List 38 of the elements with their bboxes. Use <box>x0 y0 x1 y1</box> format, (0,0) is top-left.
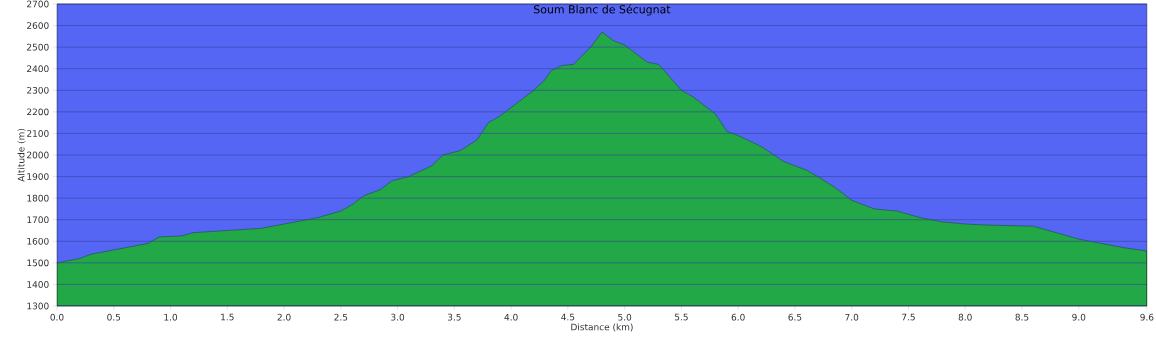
x-tick-label: 4.5 <box>561 313 575 321</box>
y-tick-label: 2700 <box>27 0 49 8</box>
x-tick-label: 0.0 <box>50 313 64 321</box>
y-tick-label: 2500 <box>27 43 49 51</box>
y-tick-label: 2200 <box>27 108 49 116</box>
y-tick-label: 2300 <box>27 86 49 94</box>
x-tick-label: 5.5 <box>674 313 688 321</box>
y-axis-title: Altitude (m) <box>17 128 26 182</box>
y-tick-label: 1700 <box>27 216 49 224</box>
x-tick-label: 6.0 <box>731 313 745 321</box>
x-tick-label: 2.0 <box>277 313 291 321</box>
y-tick-label: 1400 <box>27 281 49 288</box>
y-tick-label: 2600 <box>27 22 49 29</box>
x-tick-label: 3.0 <box>391 313 405 321</box>
y-tick-label: 1300 <box>27 302 49 310</box>
chart-title: Soum Blanc de Sécugnat <box>534 4 671 16</box>
x-tick-label: 2.5 <box>334 313 348 321</box>
x-tick-label: 4.0 <box>504 313 518 321</box>
x-tick-label: 9.0 <box>1072 313 1086 321</box>
y-tick-label: 1900 <box>27 173 49 180</box>
x-tick-label: 7.5 <box>902 313 915 321</box>
y-tick-label: 2100 <box>27 130 49 137</box>
x-tick-label: 8.5 <box>1015 313 1029 321</box>
x-axis-title: Distance (km) <box>571 323 633 332</box>
x-tick-label: 1.5 <box>221 313 234 321</box>
x-tick-label: 1.0 <box>164 313 178 321</box>
x-tick-label: 6.5 <box>788 313 802 321</box>
x-tick-label: 5.0 <box>618 313 632 321</box>
y-tick-label: 1500 <box>27 259 49 267</box>
x-tick-label: 8.0 <box>958 313 972 321</box>
y-tick-label: 1800 <box>27 194 49 202</box>
y-tick-label: 2000 <box>27 151 49 159</box>
x-tick-label: 9.6 <box>1140 313 1154 321</box>
x-tick-label: 0.5 <box>107 313 121 321</box>
x-tick-label: 3.5 <box>447 313 461 321</box>
y-tick-label: 1600 <box>27 237 49 245</box>
x-tick-label: 7.0 <box>845 313 859 321</box>
y-tick-label: 2400 <box>27 65 49 73</box>
